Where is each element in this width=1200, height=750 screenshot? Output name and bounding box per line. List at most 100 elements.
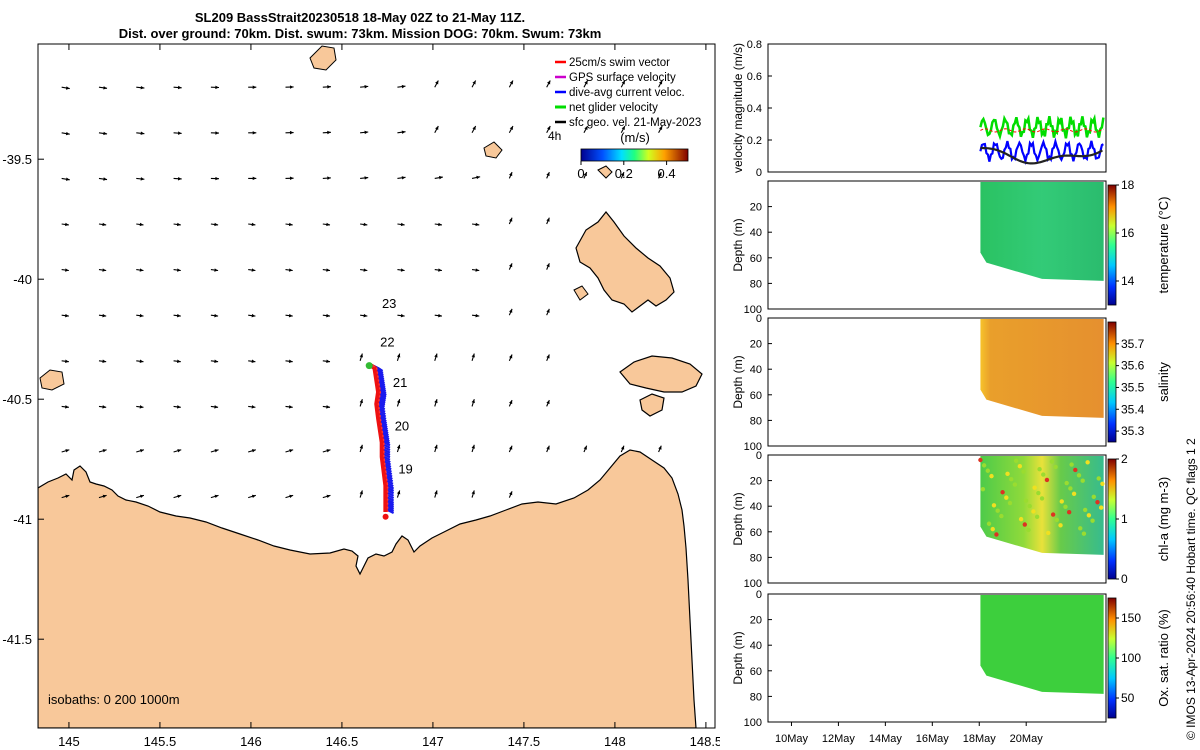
arrow-head <box>509 217 513 222</box>
arrow-head <box>139 268 144 272</box>
depth-tick-label: 40 <box>750 364 762 376</box>
chl-sample-point <box>1090 518 1095 523</box>
depth-tick-label: 100 <box>744 717 762 729</box>
lat-tick-label: -41.5 <box>2 632 32 647</box>
arrow-head <box>435 80 439 85</box>
colorbar-tick-label: 35.7 <box>1121 337 1145 351</box>
arrow-head <box>546 308 550 313</box>
arrow-head <box>509 354 513 359</box>
dive-avg-vector <box>384 467 392 473</box>
dive-avg-vector <box>376 367 384 372</box>
chl-sample-point <box>1081 531 1087 536</box>
arrow-head <box>509 172 513 177</box>
dive-avg-vector <box>378 381 386 386</box>
dive-avg-vector <box>379 415 387 420</box>
map-frame <box>37 43 716 729</box>
arrow-head <box>177 494 182 499</box>
arrow-head <box>658 126 663 131</box>
depth-tick-label: 60 <box>750 666 762 678</box>
dive-avg-vector <box>383 439 391 445</box>
arrow-head <box>434 444 438 449</box>
arrow-head <box>289 494 294 499</box>
dive-avg-vector <box>383 453 391 459</box>
dive-avg-vector <box>379 391 387 396</box>
arrow-head <box>140 85 145 90</box>
depth-tick-label: 40 <box>750 501 762 513</box>
colorbar-tick-label: 0.2 <box>615 166 633 181</box>
dive-avg-vector <box>382 433 390 439</box>
arrow-head <box>288 313 293 318</box>
arrow-head <box>363 313 368 318</box>
dive-avg-velocity-line <box>979 137 1104 166</box>
chl-sample-point <box>1063 504 1068 510</box>
depth-tick-label: 20 <box>750 615 762 627</box>
chl-sample-point <box>1064 480 1069 486</box>
colorbar-tick-label: 0 <box>577 166 584 181</box>
arrow-head <box>65 86 70 90</box>
velocity-ytick-label: 0.8 <box>747 39 762 51</box>
arrow-head <box>658 445 662 450</box>
chl-sample-point <box>1036 490 1041 496</box>
depth-ylabel: Depth (m) <box>731 218 745 271</box>
legend-entry: GPS surface velocity <box>569 72 676 84</box>
arrow-head <box>327 176 331 180</box>
chl-sample-point <box>1049 459 1055 464</box>
legend-entry: dive-avg current veloc. <box>569 87 685 99</box>
arrow-head <box>396 444 401 449</box>
chl-sample-point <box>1058 523 1063 528</box>
arrow-head <box>658 80 663 85</box>
glider-track <box>369 363 388 512</box>
chl-sample-point <box>1071 491 1077 496</box>
arrow-head <box>215 176 219 181</box>
chl-sample-point <box>995 508 1000 513</box>
dive-avg-vector <box>378 397 386 402</box>
arrow-head <box>475 313 480 318</box>
chl-sample-point <box>1082 507 1088 513</box>
arrow-head <box>509 126 513 131</box>
colorbar-tick-label: 35.6 <box>1121 359 1145 373</box>
arrow-head <box>438 175 443 180</box>
velocity-ytick-label: 0.2 <box>747 135 762 147</box>
arrow-head <box>658 172 662 177</box>
colorbar <box>1107 597 1117 719</box>
arrow-head <box>326 494 331 499</box>
cape-barren-island <box>619 355 703 393</box>
chl-sample-point <box>1037 467 1042 472</box>
arrow-head <box>251 359 256 363</box>
time-tick-label: 10May <box>775 733 809 745</box>
arrow-head <box>177 449 182 453</box>
dive-avg-vector <box>376 371 384 376</box>
chl-sample-point <box>1066 510 1072 515</box>
arrow-head <box>401 130 406 134</box>
net-glider-velocity-line <box>979 113 1105 141</box>
arrow-head <box>102 313 107 318</box>
depth-tick-label: 20 <box>750 339 762 351</box>
oxygen-panel: 0 20 40 60 80 100 Depth (m) 150 100 50 Ox. sat. ra… <box>731 589 1171 729</box>
arrow-head <box>546 172 550 177</box>
chl-sample-point <box>1031 509 1036 514</box>
arrow-head <box>214 268 219 272</box>
arrow-head <box>400 313 405 318</box>
dive-avg-vector <box>384 465 392 471</box>
chl-sample-point <box>1005 471 1010 477</box>
dive-avg-vector <box>378 401 386 406</box>
lon-tick-label: 146 <box>240 734 262 749</box>
colorbar-tick-label: 1 <box>1121 512 1128 526</box>
arrow-head <box>139 494 144 499</box>
arrow-head <box>546 400 550 405</box>
dive-avg-vector <box>383 451 391 456</box>
chl-sample-point <box>1032 485 1037 490</box>
colorbar-tick-label: 18 <box>1121 178 1135 192</box>
arrow-head <box>289 130 294 135</box>
velocity-panel: 0 0.2 0.4 0.6 0.8 <box>747 39 1107 179</box>
dive-avg-vector <box>382 437 390 443</box>
clarke-island <box>639 393 665 417</box>
day-label: 20 <box>395 418 409 433</box>
arrow-head <box>252 176 257 181</box>
arrow-head <box>139 449 144 453</box>
chl-sample-point <box>1095 500 1100 505</box>
legend-4h-label: 4h <box>548 129 561 143</box>
depth-tick-label: 20 <box>750 476 762 488</box>
depth-tick-label: 80 <box>750 691 762 703</box>
arrow-head <box>65 313 69 318</box>
